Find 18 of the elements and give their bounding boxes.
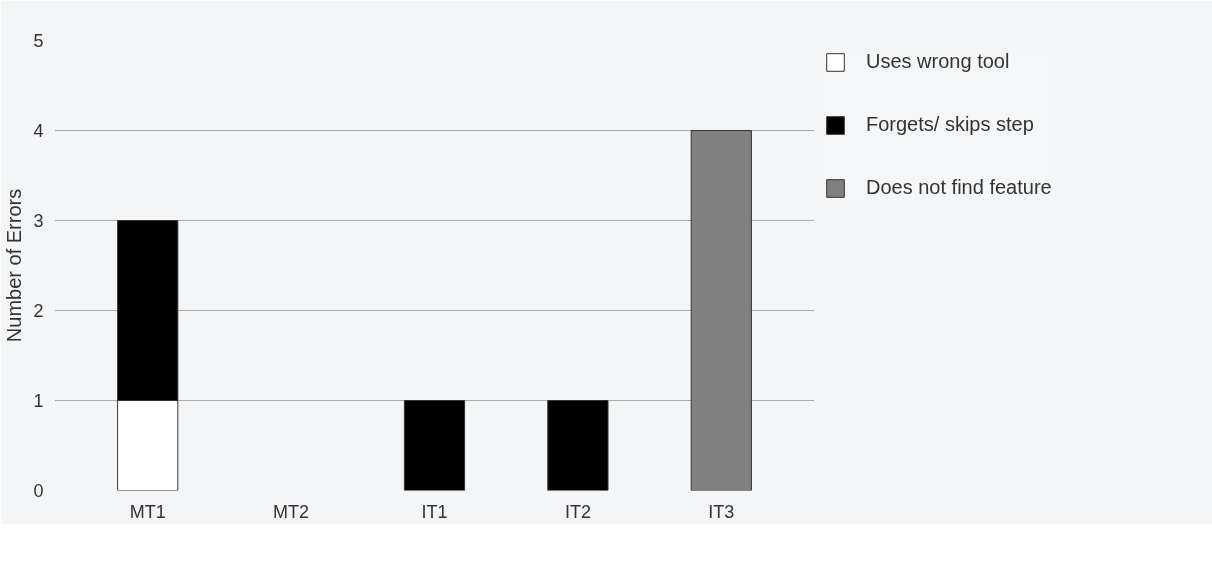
- y-tick-label: 2: [33, 301, 44, 321]
- bar: [690, 130, 752, 491]
- x-tick-label: IT2: [564, 501, 591, 522]
- y-tick-label: 5: [33, 31, 44, 51]
- y-tick-label: 0: [33, 481, 44, 501]
- x-tick-label: MT1: [129, 501, 166, 522]
- bar: [547, 400, 609, 491]
- y-tick-label: 4: [33, 121, 44, 141]
- legend-label: Does not find feature: [866, 176, 1052, 199]
- legend-label: Forgets/ skips step: [866, 113, 1034, 136]
- x-tick-label: IT1: [421, 501, 448, 522]
- x-tick-label: IT3: [708, 501, 735, 522]
- x-tick-label: MT2: [273, 501, 310, 522]
- y-tick-label: 1: [33, 391, 44, 411]
- bar: [403, 400, 466, 491]
- legend-label: Uses wrong tool: [866, 50, 1010, 73]
- y-tick-label: 3: [33, 211, 44, 231]
- y-axis-title: Number of Errors: [3, 188, 26, 343]
